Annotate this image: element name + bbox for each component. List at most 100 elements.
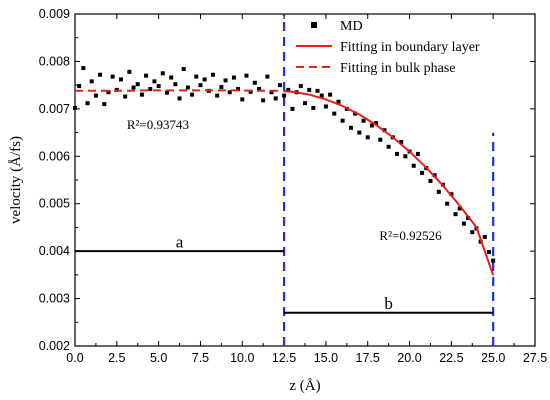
md-point [81, 66, 86, 71]
md-point [315, 88, 320, 93]
md-point [349, 125, 353, 130]
md-point [336, 99, 341, 104]
md-point [173, 82, 178, 87]
r2-annotation-r2_boundary: R²=0.92526 [379, 228, 442, 243]
md-point [194, 74, 199, 79]
md-point [286, 87, 291, 92]
md-point [240, 97, 245, 102]
md-point [374, 121, 379, 126]
md-point [252, 80, 257, 85]
x-tick-label: 10.0 [230, 351, 254, 365]
md-point [73, 105, 77, 110]
md-point [148, 86, 153, 91]
md-point [365, 135, 370, 140]
x-tick-label: 20.0 [397, 351, 421, 365]
md-point [332, 111, 337, 116]
y-tick-label: 0.007 [39, 102, 70, 116]
x-tick-label: 5.0 [150, 351, 167, 365]
md-point [357, 130, 362, 135]
md-point [420, 170, 425, 175]
region-label-a: a [176, 232, 184, 251]
md-point [491, 258, 496, 263]
md-point [328, 92, 333, 97]
md-point [123, 94, 128, 99]
md-point [453, 212, 458, 217]
md-point [106, 90, 111, 95]
legend: MD Fitting in boundary layer Fitting in bu… [296, 19, 480, 76]
x-tick-label: 7.5 [192, 351, 209, 365]
md-point [110, 74, 115, 79]
md-point [303, 101, 307, 106]
md-point [169, 75, 174, 80]
md-point [487, 250, 491, 255]
md-point [273, 96, 278, 101]
legend-md-label: MD [340, 19, 363, 34]
md-point [131, 85, 136, 90]
md-point [378, 137, 383, 142]
x-tick-label: 15.0 [314, 351, 338, 365]
md-point [152, 79, 157, 84]
md-point [93, 93, 98, 98]
md-point [290, 106, 295, 111]
legend-bulk-label: Fitting in bulk phase [340, 61, 456, 76]
md-point [470, 230, 475, 235]
r2-annotation-r2_bulk: R²=0.93743 [127, 117, 189, 132]
boundary-fit-line [284, 90, 495, 276]
md-point [85, 101, 90, 106]
x-tick-label: 25.0 [481, 351, 505, 365]
md-point [98, 72, 103, 77]
r2-annotations: R²=0.93743 R²=0.92526 [127, 117, 442, 243]
md-point [361, 118, 366, 123]
md-point [248, 89, 253, 94]
md-point [369, 123, 374, 128]
md-point [135, 82, 140, 87]
y-tick-label: 0.005 [39, 197, 70, 211]
md-point [181, 67, 186, 72]
md-point [323, 104, 328, 109]
y-tick-label: 0.009 [39, 7, 70, 21]
md-point [386, 144, 391, 149]
md-point [202, 77, 207, 82]
md-point [165, 90, 169, 95]
md-point [215, 93, 220, 98]
md-point [211, 72, 215, 77]
md-point [277, 83, 282, 88]
region-segments: ab [75, 232, 494, 314]
md-point [428, 178, 433, 183]
md-point [461, 221, 466, 226]
md-point [89, 79, 94, 84]
md-point [144, 73, 149, 78]
md-point [257, 86, 261, 91]
md-point [185, 85, 190, 90]
y-tick-label: 0.003 [39, 292, 70, 306]
md-point [445, 201, 450, 206]
md-point [403, 154, 408, 159]
md-point [219, 85, 224, 90]
md-point [282, 93, 287, 98]
md-point [119, 77, 123, 82]
axis-ticks [74, 13, 536, 347]
md-point [395, 151, 399, 156]
md-point [227, 90, 232, 95]
fit-curves [75, 89, 495, 276]
md-point [156, 84, 161, 89]
md-point [307, 87, 312, 92]
md-point [231, 75, 236, 80]
md-point [415, 151, 420, 156]
legend-md-marker [311, 22, 317, 28]
y-axis-title: velocity (Å/fs) [8, 136, 24, 224]
x-tick-label: 12.5 [272, 351, 296, 365]
md-point [265, 74, 270, 79]
md-point [436, 189, 441, 194]
y-tick-label: 0.006 [39, 149, 70, 163]
x-tick-label: 2.5 [108, 351, 125, 365]
md-point [223, 78, 228, 83]
md-point [298, 84, 303, 89]
y-tick-label: 0.002 [39, 339, 70, 353]
md-point [457, 206, 462, 211]
axis-tick-labels: 0.0 2.5 5.0 7.5 10.0 12.5 15.0 17.5 20.0 22.5 25.0… [39, 7, 547, 365]
md-point [236, 86, 241, 91]
md-point [311, 105, 316, 110]
md-point [319, 93, 324, 98]
